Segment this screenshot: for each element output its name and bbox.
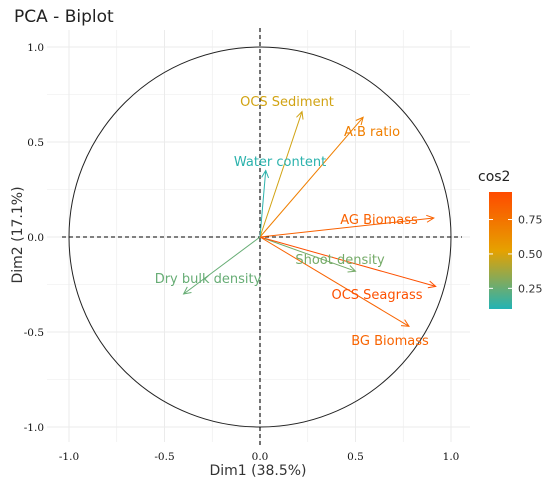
arrow-head [296,110,304,120]
arrow-head [400,319,410,327]
chart-title: PCA - Biplot [14,7,114,27]
grid [47,30,470,442]
y-axis-title: Dim2 (17.1%) [10,186,26,283]
arrow-ocs-sediment [259,110,304,238]
arrow-dry-bulk-density [182,236,261,295]
y-tick-label: 0.0 [27,232,44,244]
label-a-b-ratio: A:B ratio [344,125,400,140]
label-ocs-seagrass: OCS Seagrass [331,288,422,303]
x-tick-label: -0.5 [154,451,174,463]
arrow-head [427,280,437,289]
legend-tick-label: 0.75 [518,214,543,227]
arrow-head [355,116,364,126]
variable-arrows [182,110,437,327]
arrow-shaft [259,236,356,272]
legend-color-bar [489,192,512,309]
x-tick-label: 1.0 [443,451,460,463]
legend-tick-label: 0.25 [518,282,543,295]
legend-ticks: 0.25 0.50 0.75 [489,214,543,295]
arrow-shaft [259,111,303,238]
arrow-ag-biomass [259,214,435,238]
arrow-head [426,214,435,223]
arrow-shaft [259,170,267,238]
arrow-head [347,265,357,273]
x-axis-ticks: -1.0 -0.5 0.0 0.5 1.0 [59,451,459,463]
variable-labels: OCS Sediment A:B ratio Water content AG Bio… [155,95,429,349]
x-tick-label: -1.0 [59,451,79,463]
label-ag-biomass: AG Biomass [340,213,418,228]
y-axis-ticks: -1.0 -0.5 0.0 0.5 1.0 [24,42,44,434]
label-ocs-sediment: OCS Sediment [240,95,334,110]
arrow-shaft [259,236,436,287]
legend-tick-label: 0.50 [518,248,543,261]
arrow-shaft [259,116,364,238]
x-axis-title: Dim1 (38.5%) [209,463,306,479]
arrow-shaft [183,236,261,295]
legend-title: cos2 [478,169,510,185]
x-tick-label: 0.5 [347,451,364,463]
arrow-shaft [259,236,410,327]
x-tick-label: 0.0 [252,451,269,463]
y-tick-label: 0.5 [27,137,44,149]
arrow-ocs-seagrass [259,236,437,289]
cos2-legend: cos2 0.25 0.50 0.75 [478,169,543,309]
y-tick-label: 1.0 [27,42,44,54]
label-bg-biomass: BG Biomass [351,334,429,349]
arrow-shoot-density [259,236,357,273]
y-tick-label: -1.0 [24,422,44,434]
arrow-bg-biomass [259,236,410,327]
y-tick-label: -0.5 [24,327,44,339]
arrow-head [182,286,192,295]
arrow-head [261,169,270,179]
arrow-a-b-ratio [259,116,364,238]
label-dry-bulk-density: Dry bulk density [155,272,262,287]
arrow-water-content [259,169,270,238]
label-water-content: Water content [234,155,326,170]
label-shoot-density: Shoot density [295,253,385,268]
arrow-shaft [259,217,434,238]
